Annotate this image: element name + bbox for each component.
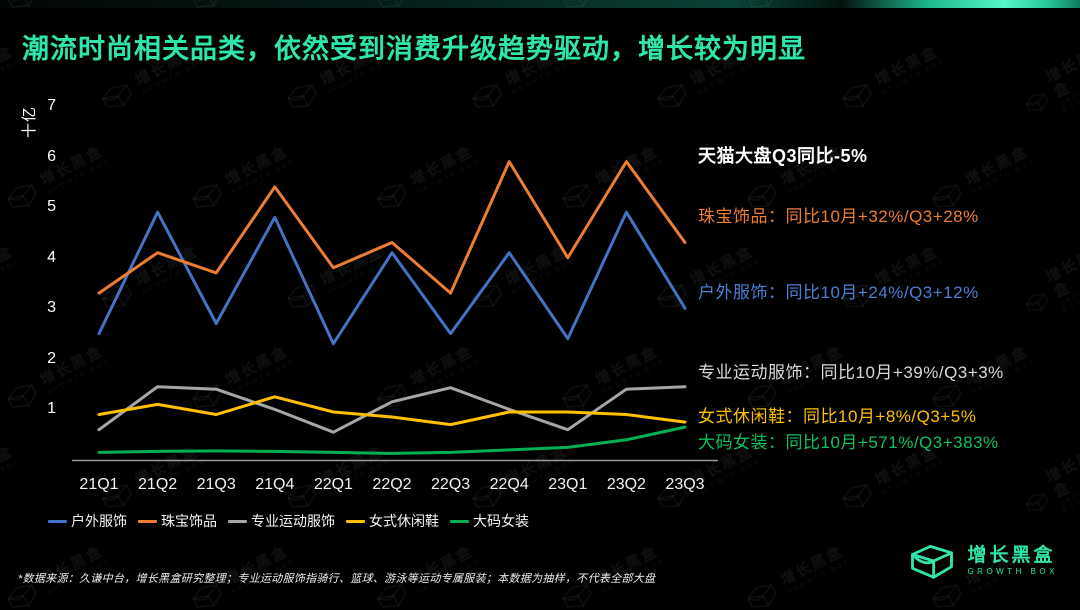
- series-line-户外服饰: [97, 210, 687, 346]
- x-tick-22Q3: 22Q3: [431, 476, 471, 493]
- x-tick-22Q1: 22Q1: [313, 476, 353, 493]
- legend-item-专业运动服饰: 专业运动服饰: [228, 511, 335, 531]
- series-line-专业运动服饰: [97, 385, 687, 434]
- legend-label-专业运动服饰: 专业运动服饰: [251, 513, 335, 529]
- legend-item-女式休闲鞋: 女式休闲鞋: [346, 511, 439, 531]
- x-tick-22Q2: 22Q2: [372, 476, 412, 493]
- legend-item-户外服饰: 户外服饰: [48, 511, 127, 531]
- y-tick-2: 2: [47, 349, 56, 367]
- legend-swatch-大码女装: [450, 519, 469, 523]
- y-tick-4: 4: [47, 248, 56, 266]
- legend-swatch-珠宝饰品: [138, 519, 157, 523]
- x-tick-23Q3: 23Q3: [665, 476, 705, 493]
- x-tick-21Q3: 21Q3: [196, 476, 236, 493]
- legend-item-大码女装: 大码女装: [450, 511, 529, 531]
- x-tick-23Q1: 23Q1: [548, 476, 588, 493]
- legend-swatch-专业运动服饰: [228, 519, 247, 523]
- x-tick-22Q4: 22Q4: [489, 476, 529, 493]
- y-tick-6: 6: [47, 147, 56, 165]
- x-tick-21Q4: 21Q4: [255, 476, 295, 493]
- x-tick-21Q1: 21Q1: [79, 476, 119, 493]
- legend-swatch-女式休闲鞋: [346, 519, 365, 523]
- legend-swatch-户外服饰: [48, 519, 67, 523]
- legend-label-珠宝饰品: 珠宝饰品: [161, 513, 217, 529]
- y-tick-7: 7: [47, 97, 56, 114]
- brand-name: 增长黑盒: [967, 544, 1056, 566]
- page-title: 潮流时尚相关品类，依然受到消费升级趋势驱动，增长较为明显: [22, 34, 806, 64]
- series-line-珠宝饰品: [97, 160, 687, 295]
- footnote: *数据来源：久谦中台，增长黑盒研究整理；专业运动服饰指骑行、篮球、游泳等运动专属…: [18, 573, 656, 585]
- brand-sub: GROWTH BOX: [967, 566, 1058, 576]
- series-line-女式休闲鞋: [97, 395, 687, 427]
- x-tick-23Q2: 23Q2: [606, 476, 646, 493]
- y-axis-title: 十亿: [20, 106, 38, 139]
- brand-logo: 增长黑盒 GROWTH BOX: [906, 541, 1058, 581]
- y-tick-5: 5: [47, 198, 56, 216]
- legend-label-户外服饰: 户外服饰: [71, 513, 127, 529]
- y-tick-1: 1: [47, 400, 56, 418]
- legend-label-女式休闲鞋: 女式休闲鞋: [369, 513, 439, 529]
- top-gradient-bar: [0, 0, 1080, 8]
- legend-label-大码女装: 大码女装: [473, 513, 529, 529]
- series-line-大码女装: [97, 425, 687, 455]
- legend-item-珠宝饰品: 珠宝饰品: [138, 511, 217, 531]
- x-tick-21Q2: 21Q2: [138, 476, 178, 493]
- y-tick-3: 3: [47, 299, 56, 317]
- growth-box-logo-icon: [911, 544, 954, 579]
- chart-legend: 户外服饰 珠宝饰品 专业运动服饰 女式休闲鞋 大码女装: [48, 511, 529, 531]
